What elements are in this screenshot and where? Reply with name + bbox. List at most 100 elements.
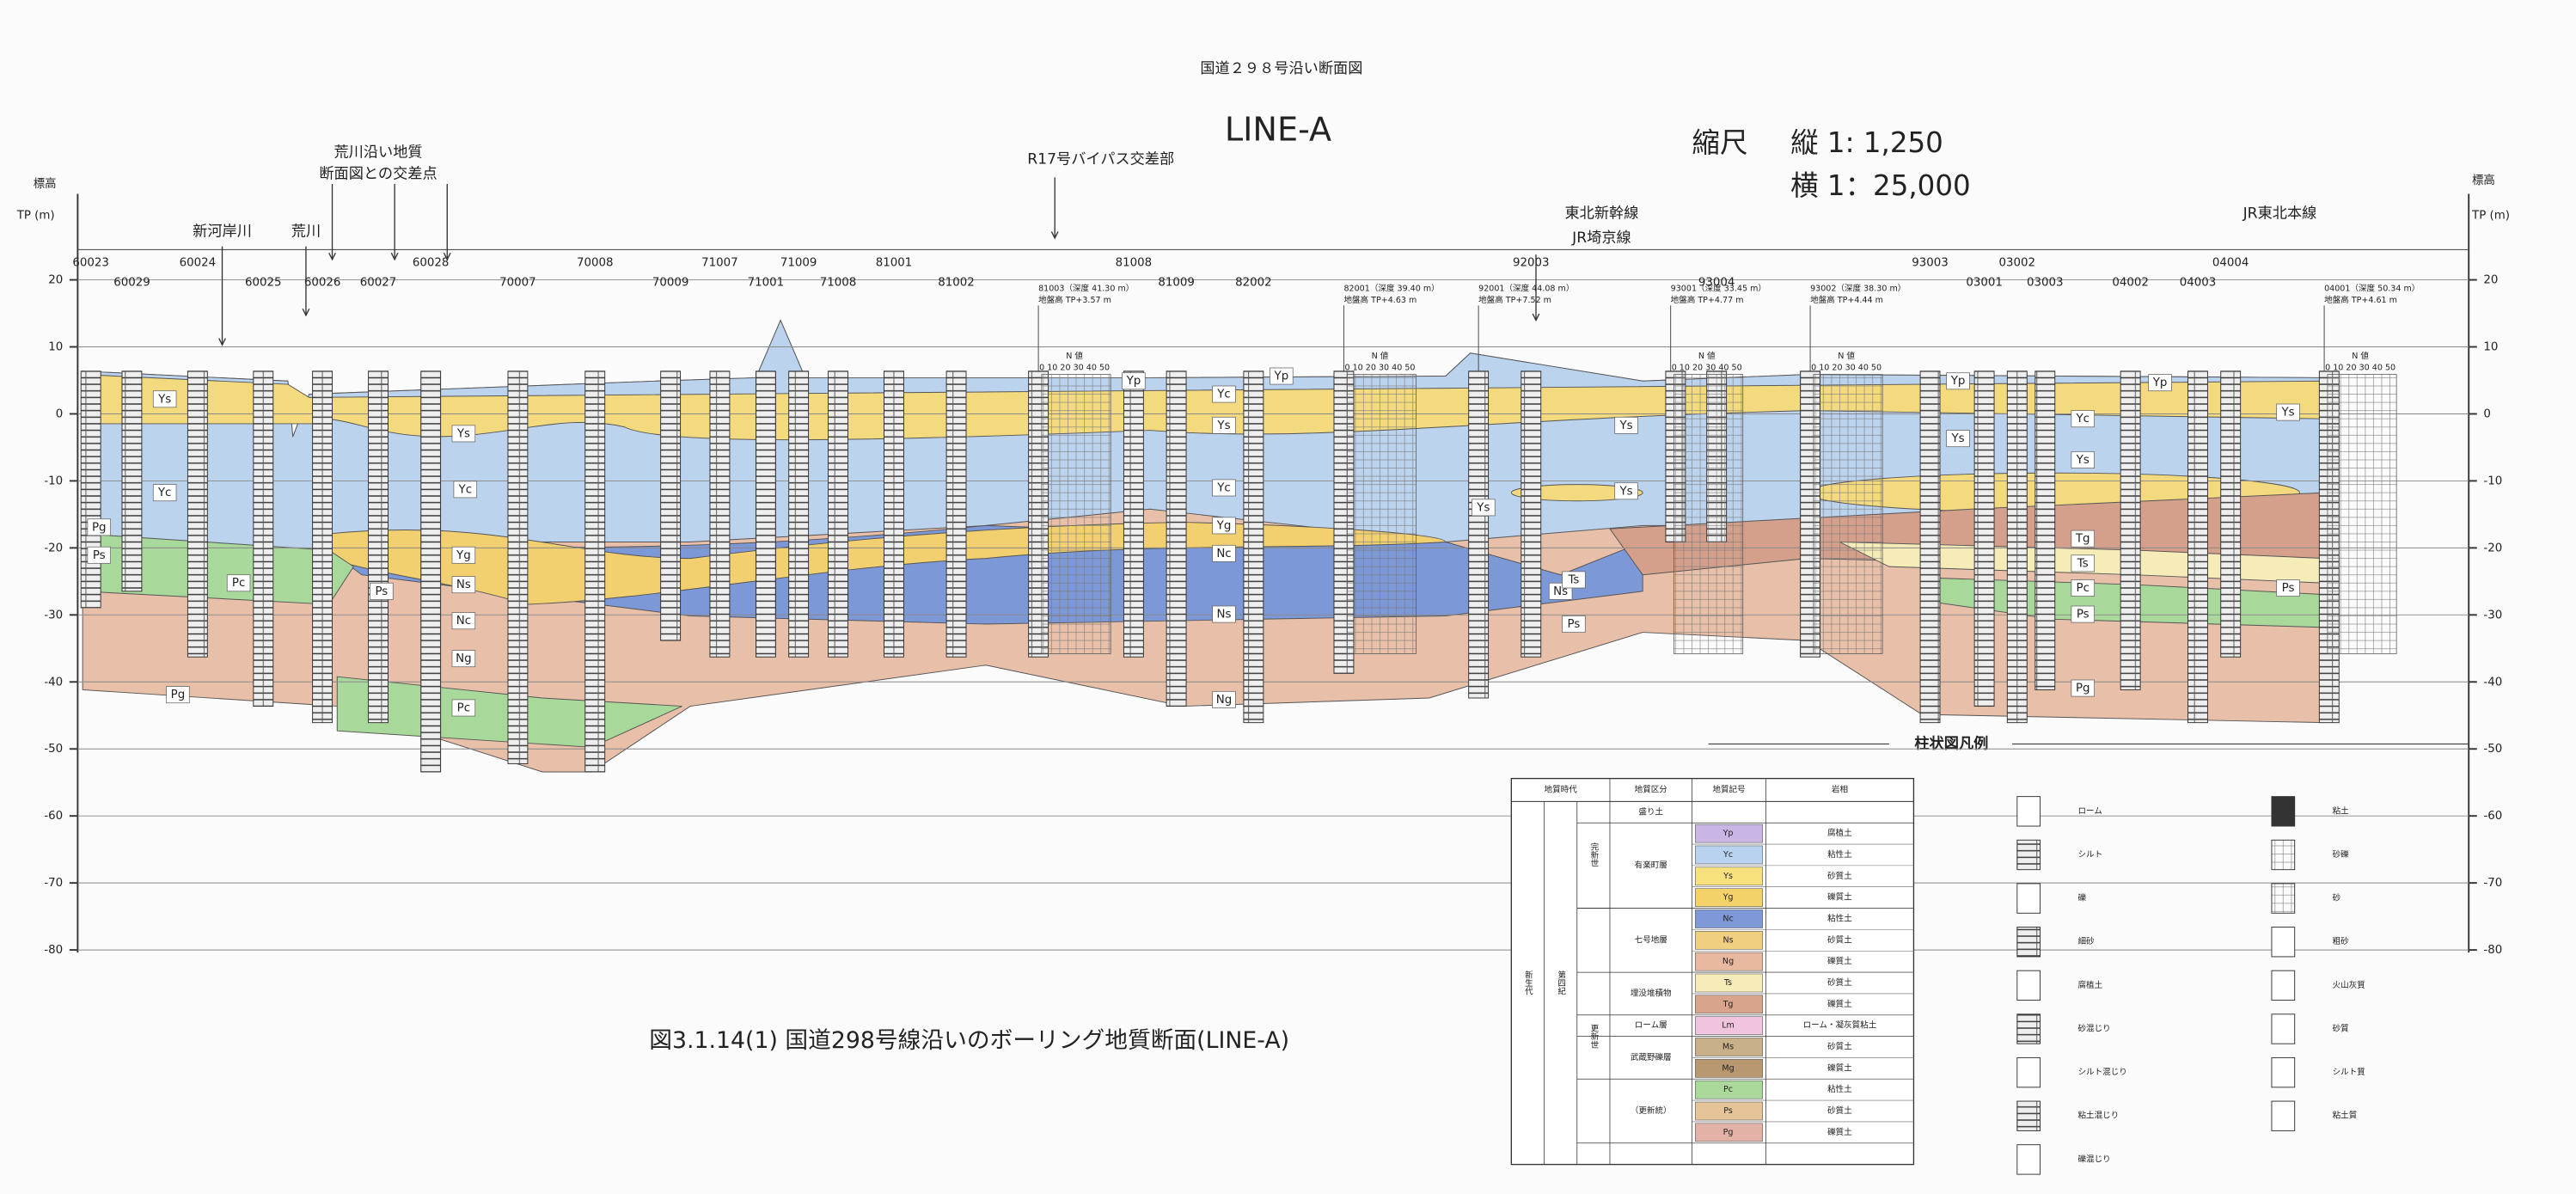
arrow-head — [218, 338, 226, 346]
pattern-label: 粗砂 — [2333, 936, 2350, 946]
borehole-column — [884, 370, 904, 658]
unit-swatch — [1695, 909, 1763, 928]
layer-label: Ng — [1216, 694, 1232, 707]
n-value-grid — [2327, 374, 2397, 654]
n-value-grid — [1813, 374, 1883, 654]
layer-label: Yc — [157, 487, 172, 499]
n-value-label: N 値 — [1838, 351, 1855, 361]
borehole-id: 92003 — [1513, 257, 1550, 270]
unit-facies: 砂質土 — [1827, 1042, 1852, 1052]
borehole-column — [709, 370, 731, 658]
pattern-label: 火山灰質 — [2333, 980, 2366, 990]
borehole-column — [755, 370, 776, 658]
unit-symbol: Yc — [1722, 850, 1733, 860]
place-label: JR東北本線 — [2243, 205, 2317, 222]
unit-symbol: Lm — [1722, 1021, 1735, 1031]
borehole-id: 04002 — [2112, 277, 2148, 290]
borehole-id: 70007 — [499, 277, 536, 290]
borehole-column — [1123, 370, 1144, 658]
arrow-head — [443, 252, 451, 261]
borehole-id: 93004 — [1698, 277, 1735, 290]
pattern-swatch — [2016, 1013, 2041, 1044]
layer-label: Pg — [92, 521, 107, 534]
layer-label: Yc — [1216, 389, 1231, 401]
pattern-swatch — [2016, 883, 2041, 914]
layer-label-box — [1946, 430, 1970, 448]
tick-label: -60 — [44, 810, 63, 823]
layer-label-box — [1562, 615, 1586, 633]
line-name: LINE-A — [1225, 111, 1331, 149]
n-value-grid — [1346, 374, 1416, 654]
layer-label: Ys — [456, 427, 470, 440]
n-value-label: N 値 — [1066, 351, 1083, 361]
pattern-label: ローム — [2077, 806, 2102, 816]
unit-symbol: Ns — [1722, 935, 1733, 945]
pattern-label: 粘土 — [2333, 805, 2350, 816]
pattern-label: 腐植土 — [2077, 980, 2102, 990]
n-value-label: N 値 — [1698, 351, 1716, 361]
borehole-column — [312, 370, 333, 724]
axis-label: 標高 — [34, 176, 57, 191]
layer-label-box — [451, 546, 476, 564]
borehole-id: 60026 — [304, 277, 340, 290]
layer-label-box — [1614, 416, 1638, 434]
unit-symbol: Ts — [1723, 978, 1732, 988]
scale-horizontal: 横 1：25,000 — [1790, 169, 1971, 202]
borehole-id: 60027 — [360, 277, 397, 290]
borehole-id: 71009 — [780, 257, 817, 270]
table-header: 地質区分 — [1635, 784, 1668, 794]
place-label: 東北新幹線 — [1564, 204, 1638, 222]
borehole-id: 71007 — [701, 257, 738, 270]
pattern-swatch — [2016, 927, 2041, 958]
tick-label: -40 — [44, 676, 63, 689]
borehole-column — [2034, 370, 2056, 690]
unit-symbol: Ys — [1722, 872, 1733, 881]
pattern-swatch — [2016, 1100, 2041, 1131]
pattern-label: シルト質 — [2333, 1067, 2366, 1077]
borehole-id: 70009 — [652, 277, 688, 290]
borehole-id: 60028 — [413, 257, 449, 270]
layer-label-box — [2071, 605, 2095, 623]
borehole-id: 03003 — [2027, 277, 2064, 290]
layer-label: Ps — [1568, 618, 1581, 631]
layer-label-box — [451, 699, 476, 717]
axis-label: 標高 — [2472, 173, 2495, 187]
unit-symbol: Yg — [1722, 893, 1734, 903]
place-label: 断面図との交差点 — [319, 166, 437, 183]
borehole-note: 93001（深度 33.45 m） — [1671, 284, 1766, 294]
layer-label-box — [1270, 367, 1294, 385]
unit-symbol: Pc — [1723, 1085, 1733, 1094]
place-label: R17号バイパス交差部 — [1027, 150, 1174, 168]
layer-label: Pc — [2077, 582, 2090, 595]
pattern-label: シルト混じり — [2077, 1068, 2126, 1077]
table-header: 岩相 — [1832, 784, 1848, 794]
unit-swatch — [1695, 973, 1763, 993]
unit-swatch — [1695, 1059, 1763, 1078]
table-group: 七号地層 — [1635, 934, 1667, 945]
tick-label: 0 — [56, 407, 64, 420]
tick-label: -40 — [2483, 676, 2502, 689]
pattern-label: 砂混じり — [2077, 1023, 2110, 1033]
pattern-label: 礫混じり — [2077, 1154, 2110, 1164]
borehole-column — [368, 370, 389, 724]
n-value-label: N 値 — [2352, 351, 2369, 361]
unit-facies: ローム・凝灰質粘土 — [1803, 1020, 1877, 1031]
layer-label: Yp — [1950, 375, 1966, 388]
layer-label-box — [2071, 679, 2095, 697]
table-group: 盛り土 — [1638, 806, 1663, 817]
tick-label: -10 — [44, 475, 63, 487]
n-value-grid — [1673, 374, 1744, 654]
arrow-head — [1050, 231, 1059, 240]
pattern-swatch — [2271, 839, 2296, 871]
unit-symbol: Pg — [1723, 1128, 1734, 1137]
unit-facies: 礫質土 — [1827, 956, 1852, 966]
layer-label-box — [1212, 690, 1236, 708]
unit-facies: 礫質土 — [1827, 892, 1852, 903]
layer-label: Yp — [2152, 377, 2168, 389]
layer-label-box — [226, 574, 251, 592]
tick-label: -80 — [44, 944, 63, 957]
axis-unit: TP (m) — [16, 209, 55, 222]
pattern-label: 砂質 — [2333, 1023, 2350, 1033]
layer-label: Ps — [375, 585, 388, 598]
